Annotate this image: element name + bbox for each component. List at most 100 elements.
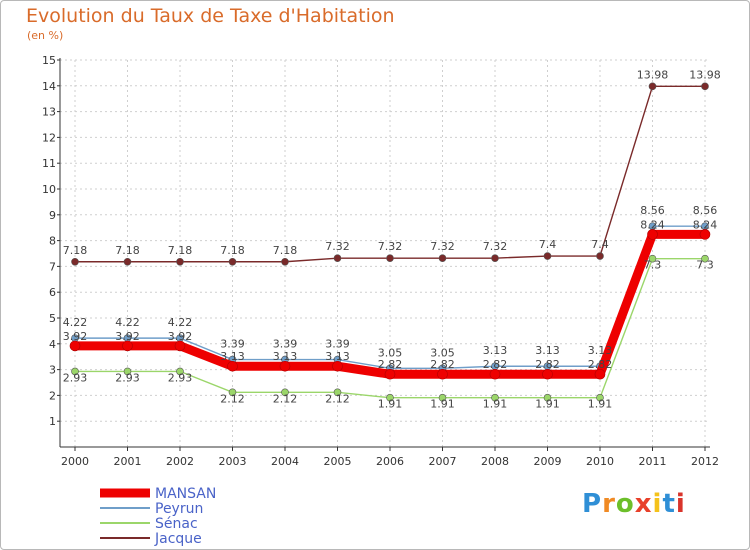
y-tick-label: 1 xyxy=(49,415,56,428)
data-label: 3.13 xyxy=(588,344,613,357)
legend-label: MANSAN xyxy=(155,486,216,502)
data-point xyxy=(384,368,396,380)
data-label: 2.82 xyxy=(483,358,508,371)
x-tick-label: 2010 xyxy=(586,455,614,468)
data-label: 2.82 xyxy=(378,358,403,371)
y-tick-label: 5 xyxy=(49,312,56,325)
y-tick-label: 3 xyxy=(49,364,56,377)
x-tick-label: 2008 xyxy=(481,455,509,468)
data-point xyxy=(176,257,184,266)
data-point xyxy=(71,367,79,376)
x-tick-label: 2002 xyxy=(166,455,194,468)
data-label: 1.91 xyxy=(483,398,508,411)
x-tick-label: 2011 xyxy=(639,455,667,468)
data-point xyxy=(701,254,709,263)
chart-title: Evolution du Taux de Taxe d'Habitation xyxy=(26,5,395,27)
data-label: 2.12 xyxy=(273,392,298,405)
data-label: 3.13 xyxy=(325,350,350,363)
data-label: 3.13 xyxy=(483,344,508,357)
logo-letter: x xyxy=(634,489,653,519)
logo-letter: t xyxy=(662,489,676,519)
data-label: 7.18 xyxy=(220,244,245,257)
data-label: 8.24 xyxy=(640,218,665,231)
y-tick-label: 7 xyxy=(49,260,56,273)
data-label: 2.12 xyxy=(325,392,350,405)
y-tick-label: 15 xyxy=(42,54,56,67)
data-point xyxy=(122,340,133,352)
y-tick-label: 2 xyxy=(49,389,56,402)
data-label: 8.24 xyxy=(693,218,718,231)
data-label: 8.56 xyxy=(693,204,718,217)
data-point xyxy=(281,388,289,397)
data-label: 3.92 xyxy=(115,330,140,343)
data-label: 7.18 xyxy=(115,244,140,257)
data-point xyxy=(648,254,657,263)
data-label: 1.91 xyxy=(378,398,403,411)
series-mansan xyxy=(69,229,711,380)
data-label: 3.39 xyxy=(220,338,245,351)
data-point xyxy=(491,393,499,402)
data-point xyxy=(437,368,448,380)
data-label: 2.82 xyxy=(588,358,613,371)
data-label: 3.05 xyxy=(378,346,403,359)
y-tick-label: 14 xyxy=(42,80,56,93)
data-label: 13.98 xyxy=(689,68,721,81)
data-label: 2.12 xyxy=(220,392,245,405)
data-point xyxy=(438,254,447,262)
x-tick-label: 2003 xyxy=(219,455,247,468)
data-point xyxy=(333,388,342,397)
data-point xyxy=(543,252,552,260)
data-label: 1.91 xyxy=(535,398,560,411)
data-label: 3.92 xyxy=(63,330,88,343)
data-label: 4.22 xyxy=(168,316,193,329)
series-jacque xyxy=(71,82,709,266)
data-label: 3.05 xyxy=(430,346,455,359)
data-label: 3.13 xyxy=(535,344,560,357)
data-label: 7.18 xyxy=(168,244,193,257)
data-label: 7.32 xyxy=(483,240,508,253)
data-label: 7.4 xyxy=(591,238,609,251)
data-point xyxy=(542,368,553,380)
data-point xyxy=(71,257,79,266)
proxiti-logo: Proxiti xyxy=(582,489,686,519)
x-tick-label: 2009 xyxy=(534,455,562,468)
data-point xyxy=(386,393,394,402)
data-label: 7.3 xyxy=(696,259,714,272)
y-tick-label: 4 xyxy=(49,338,56,351)
x-tick-label: 2004 xyxy=(271,455,299,468)
legend-label: Peyrun xyxy=(155,501,203,517)
x-tick-label: 2005 xyxy=(324,455,352,468)
y-tick-label: 9 xyxy=(49,209,56,222)
logo-letter: P xyxy=(582,489,603,519)
data-label: 3.92 xyxy=(168,330,193,343)
data-label: 7.4 xyxy=(539,238,557,251)
y-tick-label: 13 xyxy=(42,106,56,119)
data-label: 7.32 xyxy=(378,240,403,253)
data-label: 3.39 xyxy=(325,338,350,351)
data-label: 1.91 xyxy=(588,398,613,411)
data-point xyxy=(228,388,237,397)
logo-letter: o xyxy=(615,489,635,519)
data-point xyxy=(543,393,552,402)
data-label: 2.82 xyxy=(430,358,455,371)
x-tick-label: 2012 xyxy=(691,455,719,468)
data-point xyxy=(281,257,289,266)
data-point xyxy=(174,340,186,352)
grid-lines xyxy=(60,59,710,447)
data-label: 2.93 xyxy=(115,371,140,384)
legend-label: Sénac xyxy=(155,516,198,532)
data-point xyxy=(596,252,604,260)
data-point xyxy=(647,229,658,240)
y-tick-label: 6 xyxy=(49,286,56,299)
data-point xyxy=(491,254,499,262)
data-point xyxy=(123,257,132,266)
data-point xyxy=(332,360,343,372)
data-point xyxy=(594,368,606,380)
data-point xyxy=(438,393,447,402)
y-tick-label: 11 xyxy=(42,157,56,170)
data-label: 7.18 xyxy=(273,244,298,257)
data-point xyxy=(701,82,709,91)
data-label: 13.98 xyxy=(637,68,669,81)
